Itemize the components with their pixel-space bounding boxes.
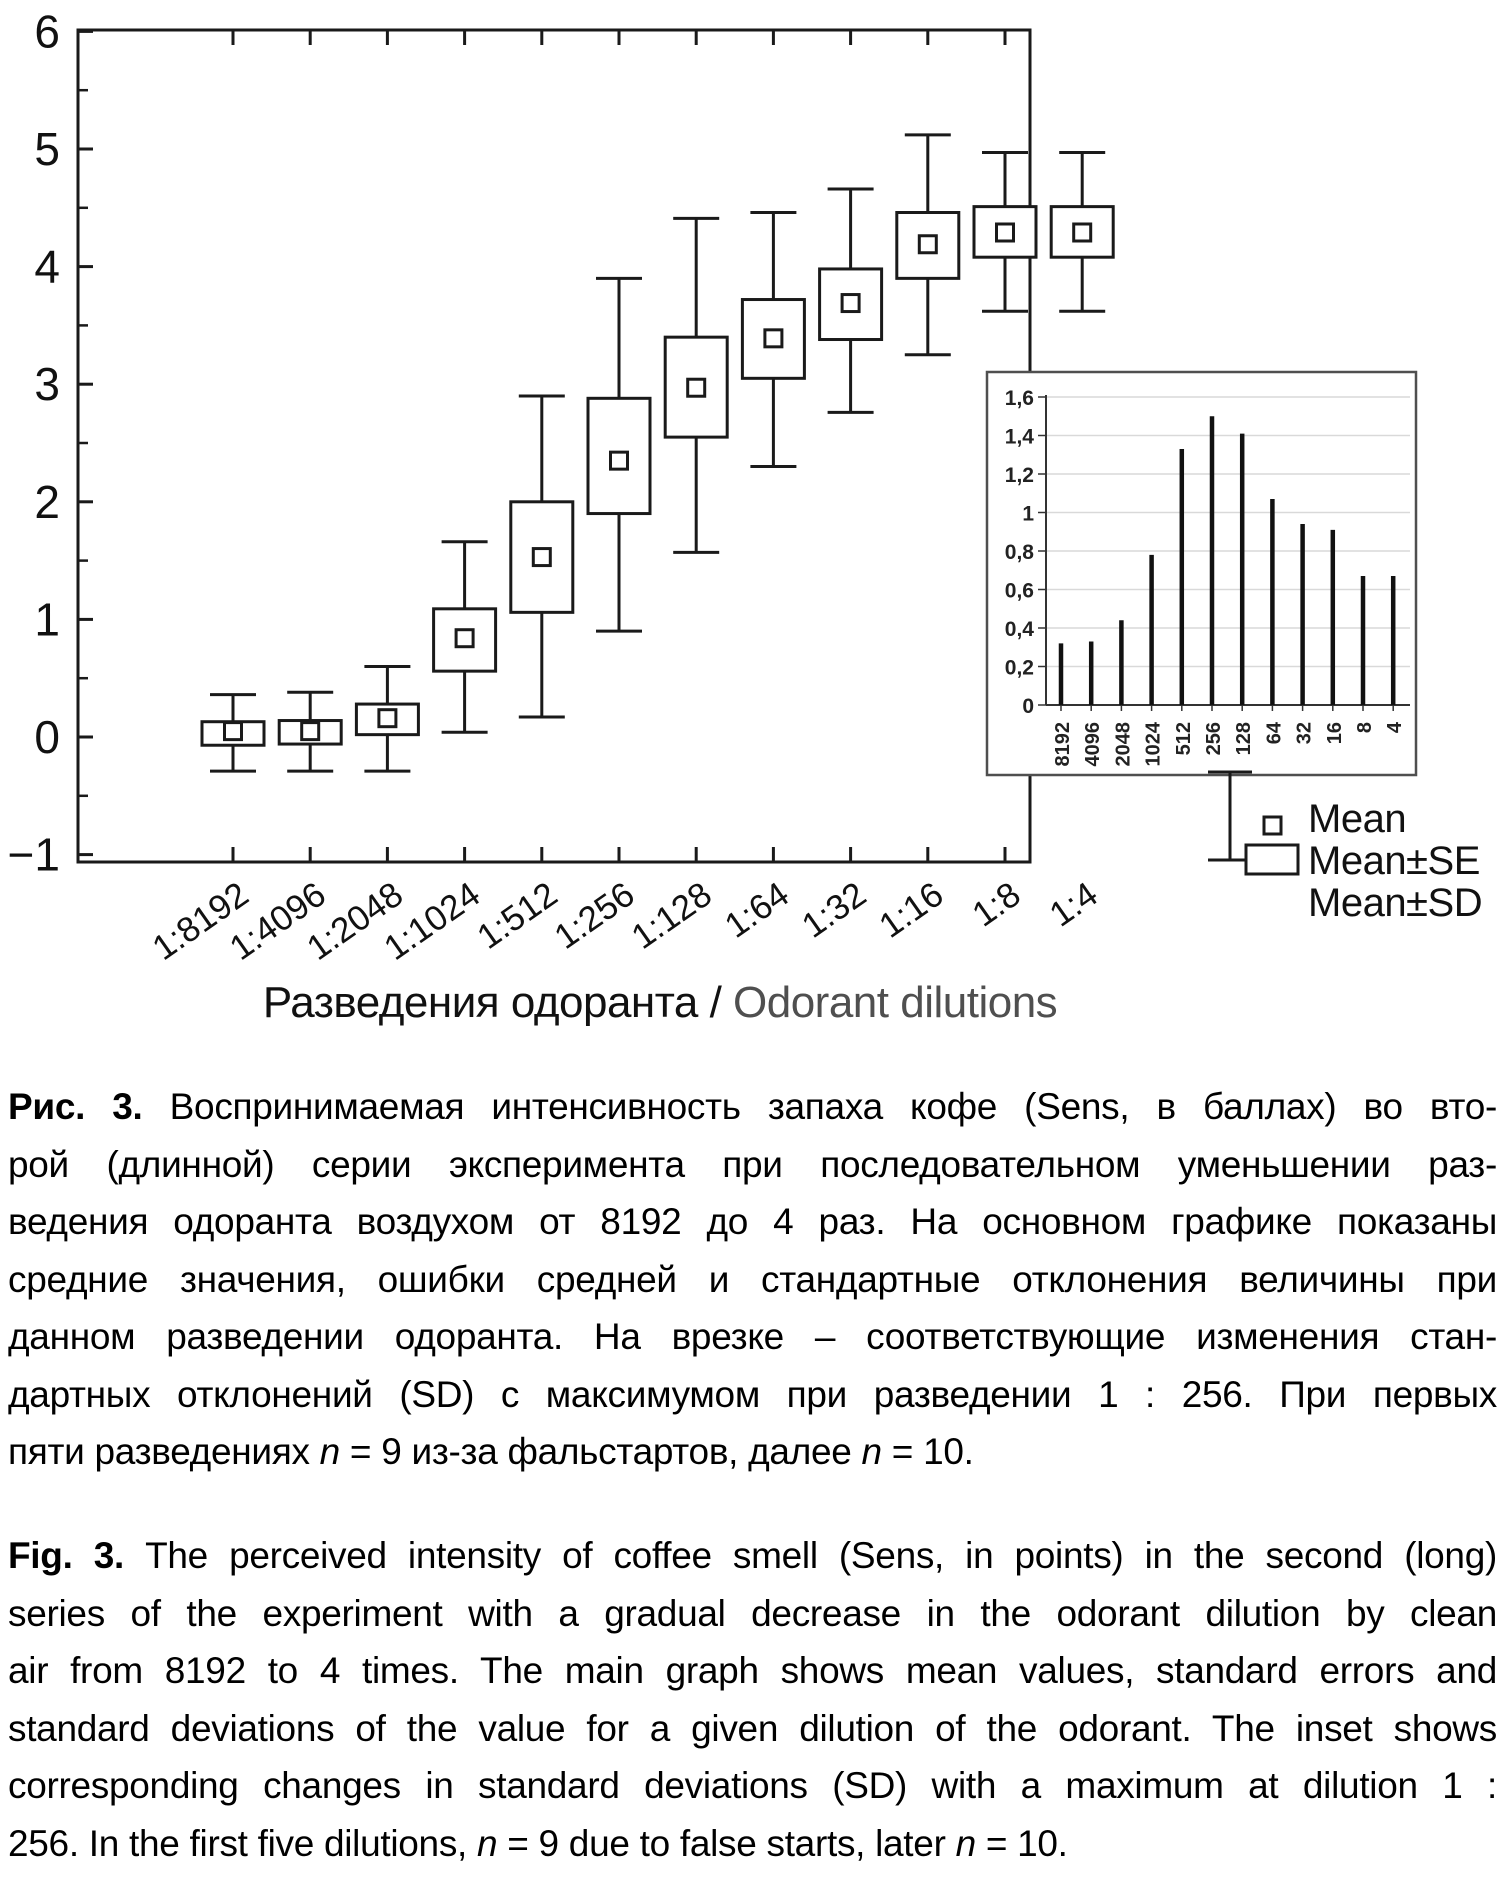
mean-square-icon — [1262, 815, 1283, 836]
legend-label-mean: Mean — [1308, 797, 1407, 841]
y-axis-label: 5 — [34, 123, 60, 175]
mean-marker — [531, 547, 552, 568]
inset-x-label: 8192 — [1052, 722, 1074, 767]
x-category-label: 1:32 — [795, 875, 873, 946]
inset-y-label: 0,6 — [1005, 580, 1034, 603]
inset-x-label: 256 — [1203, 722, 1225, 755]
caption-line: Fig. 3. The perceived intensity of coffe… — [8, 1535, 1497, 1576]
inset-y-label: 1 — [1022, 503, 1034, 526]
box-whisker-column — [663, 216, 729, 554]
inset-y-label: 1,2 — [1005, 464, 1034, 487]
main-chart: 6543210−11:81921:40961:20481:10241:5121:… — [8, 5, 1418, 968]
inset-border — [985, 370, 1418, 777]
caption-russian: Рис. 3. Воспринимаемая интенсивность зап… — [8, 1078, 1497, 1481]
y-axis-label: 0 — [34, 711, 60, 763]
inset-x-label: 1024 — [1143, 721, 1165, 766]
mean-marker — [686, 377, 707, 398]
mean-marker — [1072, 222, 1093, 243]
x-axis-title: Разведения одоранта / Odorant dilutions — [80, 978, 1240, 1028]
caption-line: standard deviations of the value for a g… — [8, 1707, 1497, 1749]
caption-line: ведения одоранта воздухом от 8192 до 4 р… — [8, 1201, 1497, 1242]
inset-y-label: 0 — [1022, 695, 1034, 718]
mean-marker — [377, 708, 398, 729]
x-axis-title-ru: Разведения одоранта / — [262, 978, 734, 1027]
box-whisker-column — [1049, 151, 1115, 313]
mean-marker — [917, 234, 938, 255]
mean-marker — [609, 450, 629, 471]
se-box — [509, 500, 575, 614]
box-whisker-column — [818, 187, 884, 414]
inset-y-label: 1,4 — [1005, 426, 1035, 449]
mean-marker — [454, 628, 475, 649]
legend-symbols — [1208, 770, 1300, 876]
box-whisker-column — [432, 540, 498, 734]
x-category-label: 1:8 — [965, 875, 1027, 935]
inset-x-label: 128 — [1233, 722, 1255, 755]
caption-line: дартных отклонений (SD) с максимумом при… — [8, 1373, 1497, 1415]
x-category-label: 1:4 — [1043, 875, 1105, 935]
inset-y-label: 0,8 — [1005, 541, 1035, 564]
mean-marker — [763, 328, 784, 349]
caption-line: данном разведении одоранта. На врезке – … — [8, 1316, 1497, 1357]
inset-x-label: 64 — [1263, 721, 1285, 744]
y-axis-label: −1 — [8, 829, 60, 881]
x-axis-title-en: Odorant dilutions — [733, 978, 1058, 1027]
legend-label-mean-se: Mean±SE — [1308, 839, 1480, 883]
box-whisker-column — [277, 690, 343, 773]
box-whisker-column — [509, 394, 575, 719]
caption-line: средние значения, ошибки средней и станд… — [8, 1258, 1497, 1300]
box-whisker-column — [354, 664, 420, 773]
x-category-label: 1:16 — [872, 875, 950, 946]
inset-x-label: 8 — [1354, 722, 1376, 733]
caption-line: пяти разведениях n = 9 из-за фальстартов… — [8, 1431, 974, 1472]
x-category-label: 1:128 — [625, 875, 719, 957]
mean-marker — [223, 721, 243, 742]
y-axis-label: 3 — [34, 358, 60, 410]
mean-marker — [995, 222, 1015, 243]
inset-x-label: 2048 — [1112, 722, 1134, 767]
legend-label-mean-sd: Mean±SD — [1308, 881, 1483, 925]
y-axis-label: 2 — [34, 476, 60, 528]
inset-x-label: 4 — [1384, 721, 1406, 733]
box-whisker-column — [972, 151, 1038, 313]
box-whisker-column — [586, 276, 652, 633]
inset-x-label: 4096 — [1082, 722, 1104, 767]
inset-chart: 0 0,2 0,4 0,6 0,8 1 1,2 1,4 1,6 8192 4096 2048 1024 5… — [985, 370, 1418, 777]
caption-line: corresponding changes in standard deviat… — [8, 1765, 1497, 1806]
caption-line: рой (длинной) серии эксперимента при пос… — [8, 1143, 1497, 1185]
mean-marker — [300, 721, 321, 742]
inset-x-label: 32 — [1294, 722, 1316, 744]
caption-line: Рис. 3. Воспринимаемая интенсивность зап… — [8, 1086, 1497, 1127]
mean-marker — [840, 293, 861, 314]
caption-line: series of the experiment with a gradual … — [8, 1592, 1497, 1634]
inset-x-label: 16 — [1324, 722, 1346, 744]
inset-y-label: 0,2 — [1005, 657, 1034, 680]
box-whisker-column — [200, 693, 266, 773]
caption-english: Fig. 3. The perceived intensity of coffe… — [8, 1527, 1497, 1872]
box-whisker-column — [740, 211, 806, 469]
y-axis-label: 1 — [34, 593, 60, 645]
box-whisker-column — [895, 133, 961, 357]
x-category-label: 1:256 — [547, 875, 641, 957]
y-axis-label: 4 — [34, 241, 60, 293]
y-axis-label: 6 — [34, 5, 60, 57]
caption-line: air from 8192 to 4 times. The main graph… — [8, 1650, 1497, 1691]
y-axis: 6 5 4 3 2 1 0 −1 — [8, 5, 93, 881]
se-box-icon — [1244, 843, 1300, 876]
inset-y-label: 0,4 — [1005, 618, 1035, 641]
inset-y-label: 1,6 — [1005, 387, 1034, 410]
x-category-label: 1:512 — [470, 875, 564, 957]
x-category-label: 1:64 — [718, 875, 796, 946]
caption-line: 256. In the first five dilutions, n = 9 … — [8, 1822, 1068, 1864]
inset-x-label: 512 — [1173, 722, 1195, 755]
